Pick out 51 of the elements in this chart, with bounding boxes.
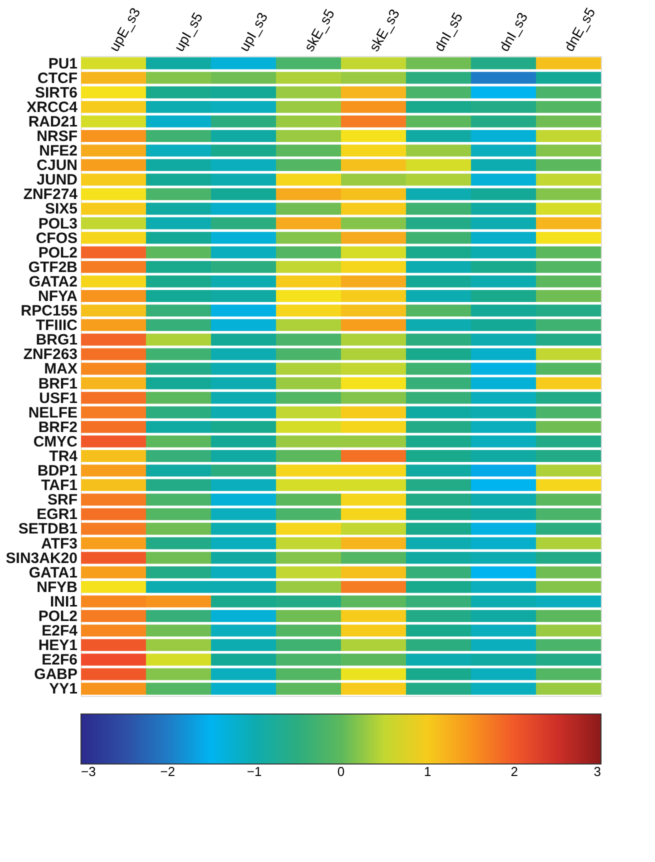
y-tick-label: BRF1 bbox=[38, 375, 78, 392]
y-tick-label: NFYA bbox=[38, 288, 78, 305]
y-tick-label: RPC155 bbox=[20, 302, 78, 320]
y-tick-label: MAX bbox=[44, 360, 78, 378]
y-tick-label: TAF1 bbox=[41, 477, 78, 494]
y-tick-label: ZNF274 bbox=[23, 186, 78, 204]
y-tick-label: BRG1 bbox=[36, 332, 78, 349]
y-tick-label: BRF2 bbox=[38, 418, 78, 436]
y-tick-label: BDP1 bbox=[37, 462, 78, 480]
y-tick-label: ZNF263 bbox=[23, 346, 78, 364]
y-tick-label: POL3 bbox=[38, 215, 78, 232]
y-tick-label: NRSF bbox=[36, 128, 78, 145]
y-tick-label: YY1 bbox=[49, 680, 78, 698]
y-tick-label: GABP bbox=[34, 666, 78, 684]
y-tick-label: SIRT6 bbox=[34, 84, 78, 102]
color-bar-label: −2 bbox=[160, 764, 176, 779]
y-tick-label: POL2 bbox=[38, 244, 78, 262]
y-tick-label: SRF bbox=[48, 492, 78, 509]
y-tick-label: NFE2 bbox=[39, 142, 78, 160]
y-tick-label: PU1 bbox=[48, 55, 78, 72]
y-tick-label: TFIIIC bbox=[36, 317, 78, 334]
y-tick-label: USF1 bbox=[39, 390, 78, 407]
color-bar-label: 2 bbox=[510, 764, 518, 779]
y-tick-label: NFYB bbox=[36, 578, 78, 596]
y-tick-label: HEY1 bbox=[38, 637, 78, 654]
y-tick-label: POL2 bbox=[38, 608, 78, 625]
y-tick-label: EGR1 bbox=[36, 506, 78, 524]
y-tick-label: E2F6 bbox=[42, 652, 78, 669]
y-tick-label: GTF2B bbox=[28, 258, 78, 276]
y-tick-label: INI1 bbox=[50, 593, 78, 610]
y-tick-label: CJUN bbox=[36, 157, 78, 174]
y-tick-label: GATA1 bbox=[28, 564, 78, 582]
color-bar-label: −3 bbox=[81, 764, 96, 779]
color-bar-label: 1 bbox=[424, 764, 432, 779]
y-tick-label: ATF3 bbox=[41, 535, 78, 552]
y-tick-label: TR4 bbox=[49, 448, 78, 465]
y-tick-label: SIX5 bbox=[44, 200, 78, 218]
color-bar-label: 3 bbox=[594, 764, 601, 779]
y-tick-label: CMYC bbox=[33, 433, 78, 450]
y-tick-label: SETDB1 bbox=[18, 520, 78, 538]
y-tick-label: CFOS bbox=[36, 230, 78, 247]
color-bar-label: −1 bbox=[246, 764, 262, 779]
y-tick-label: XRCC4 bbox=[26, 98, 78, 116]
y-tick-label: RAD21 bbox=[28, 113, 78, 130]
color-bar-label: 0 bbox=[337, 764, 345, 779]
y-tick-label: NELFE bbox=[28, 404, 78, 422]
y-tick-label: E2F4 bbox=[42, 622, 78, 640]
y-tick-label: CTCF bbox=[38, 70, 78, 87]
y-tick-label: JUND bbox=[36, 172, 78, 189]
y-tick-label: GATA2 bbox=[28, 273, 78, 290]
y-tick-label: SIN3AK20 bbox=[6, 550, 78, 567]
